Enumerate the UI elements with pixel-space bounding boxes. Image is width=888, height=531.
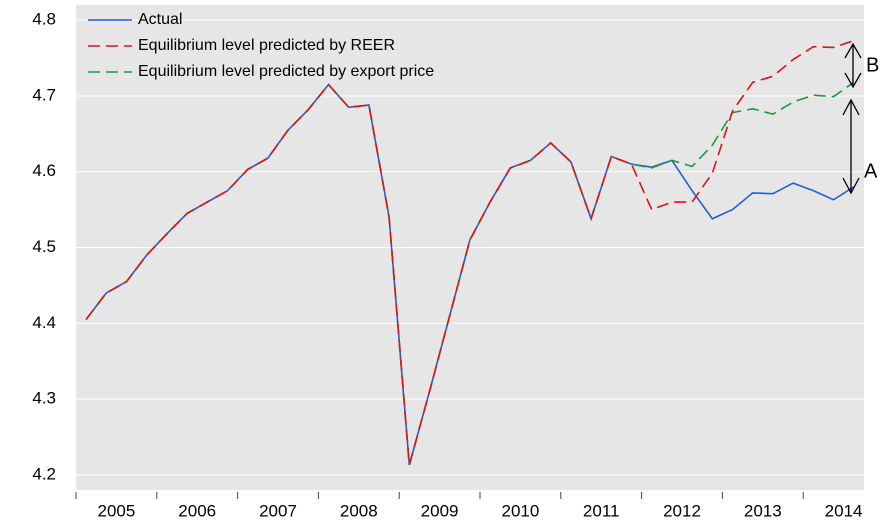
legend: Actual Equilibrium level predicted by REE…: [88, 11, 434, 80]
x-tick-label: 2011: [583, 501, 620, 520]
series-line: [85, 39, 854, 466]
x-tick-label: 2007: [259, 501, 297, 520]
y-tick-label: 4.5: [32, 237, 56, 256]
arrow-b: [844, 42, 862, 89]
series-line: [85, 81, 855, 466]
x-tick-label: 2009: [421, 501, 459, 520]
x-tick-label: 2005: [97, 501, 135, 520]
x-tick-label: 2012: [663, 501, 701, 520]
x-tick-label: 2014: [825, 501, 863, 520]
x-tick-label: 2013: [744, 501, 782, 520]
y-tick-label: 4.4: [32, 313, 56, 332]
grid: [76, 19, 864, 476]
x-tick-label: 2008: [340, 501, 378, 520]
x-tick-label: 2010: [501, 501, 539, 520]
y-tick-label: 4.7: [32, 85, 56, 104]
annotation: B: [866, 54, 879, 76]
y-tick-label: 4.6: [32, 161, 56, 180]
annotation: A: [864, 160, 878, 182]
lines: [85, 39, 855, 466]
arrow-a: [842, 98, 860, 195]
legend-label: Equilibrium level predicted by export pr…: [138, 63, 434, 80]
legend-label: Actual: [138, 11, 182, 28]
y-tick-label: 4.8: [32, 10, 56, 29]
series-line: [85, 83, 855, 466]
legend-label: Equilibrium level predicted by REER: [138, 37, 395, 54]
y-tick-label: 4.3: [32, 389, 56, 408]
x-tick-label: 2006: [178, 501, 216, 520]
y-tick-label: 4.2: [32, 464, 56, 483]
